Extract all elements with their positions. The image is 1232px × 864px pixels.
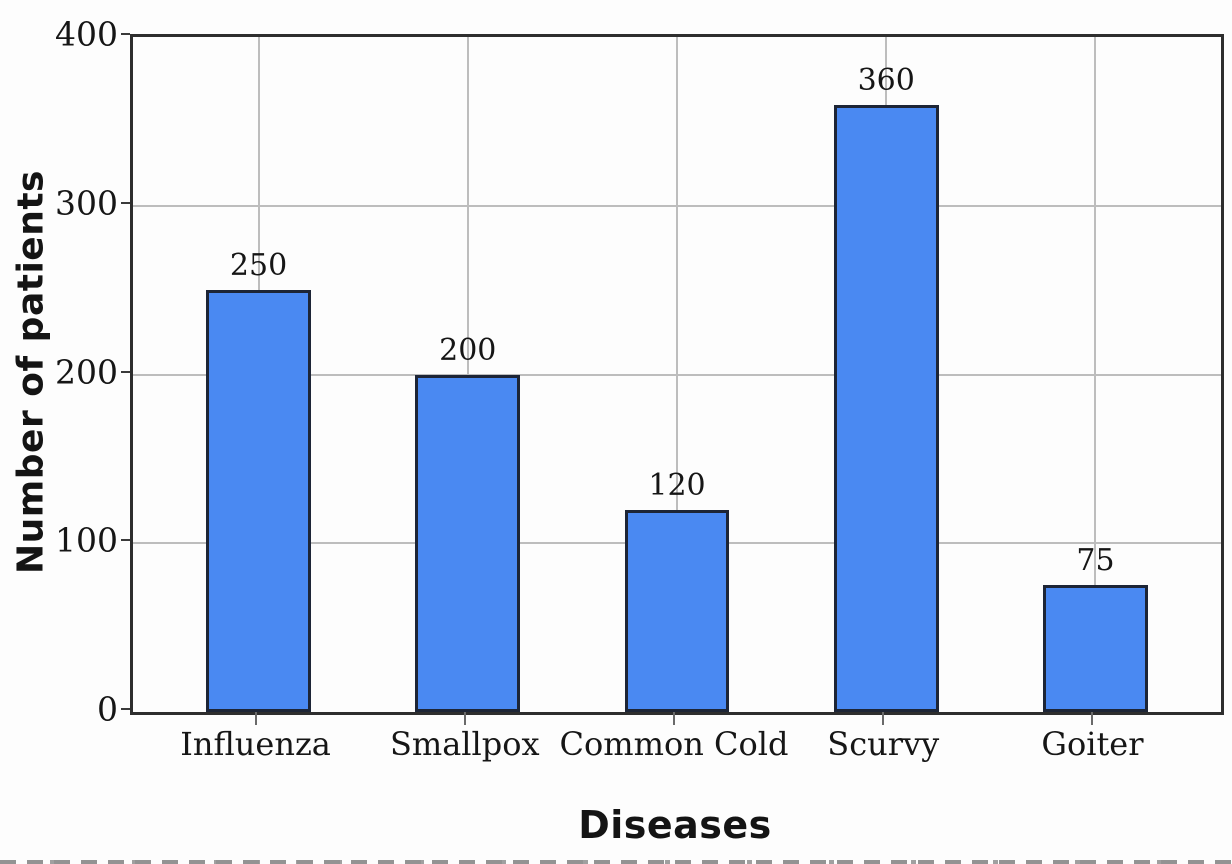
bar-smallpox	[415, 374, 521, 712]
bar-scurvy	[833, 104, 939, 712]
bar-value-label: 250	[229, 248, 288, 284]
image-edge-artifact	[0, 860, 1232, 864]
y-axis-tick-mark	[121, 201, 130, 204]
y-axis-tick-label: 200	[55, 352, 118, 391]
bar-value-label: 360	[857, 62, 915, 98]
x-axis-tick-mark	[463, 712, 466, 725]
x-axis-tick-label: Scurvy	[827, 725, 940, 763]
x-axis-tick-mark	[254, 712, 257, 725]
x-axis-tick-mark	[673, 712, 675, 725]
x-axis-tick-label: Influenza	[180, 725, 331, 763]
y-axis-tick-label: 100	[55, 520, 118, 560]
bar-value-label: 75	[1076, 543, 1115, 579]
x-axis-tick-mark	[882, 712, 885, 725]
bar-influenza	[206, 290, 311, 712]
plot-area: 250 200 120 360 75	[130, 34, 1224, 715]
y-axis-tick-mark	[121, 539, 130, 542]
vertical-gridline	[1094, 37, 1097, 712]
bar-goiter	[1043, 585, 1148, 712]
x-axis-tick-mark	[1091, 712, 1094, 725]
x-axis-title: Diseases	[578, 803, 772, 847]
y-axis-tick-mark	[121, 370, 130, 373]
x-axis-tick-label: Goiter	[1041, 725, 1144, 763]
y-axis-tick-mark	[121, 33, 130, 35]
y-axis-tick-label: 0	[97, 689, 118, 729]
y-axis-tick-mark	[121, 708, 130, 710]
vertical-gridline	[676, 37, 678, 712]
y-axis-tick-label: 400	[55, 14, 118, 54]
bar-common-cold	[624, 509, 730, 712]
y-axis-tick-label: 300	[55, 183, 118, 223]
x-axis-tick-label: Smallpox	[389, 725, 540, 763]
x-axis-tick-label: Common Cold	[559, 725, 789, 763]
bar-value-label: 200	[439, 332, 497, 368]
bar-value-label: 120	[648, 467, 706, 503]
